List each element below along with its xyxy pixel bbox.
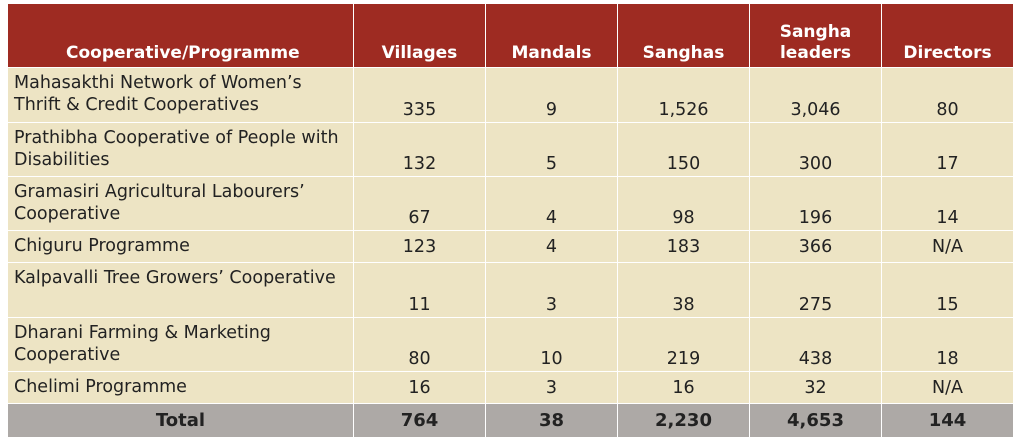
row-directors: 18 bbox=[881, 317, 1014, 372]
row-sangha-leaders: 438 bbox=[749, 317, 882, 372]
row-cooperative-name: Kalpavalli Tree Growers’ Cooperative bbox=[7, 262, 354, 318]
cooperatives-table: Cooperative/Programme Villages Mandals S… bbox=[7, 3, 1014, 438]
row-villages: 11 bbox=[353, 262, 486, 318]
row-directors: 17 bbox=[881, 122, 1014, 177]
header-mandals: Mandals bbox=[485, 3, 618, 68]
row-sangha-leaders: 3,046 bbox=[749, 67, 882, 123]
row-cooperative-name: Chelimi Programme bbox=[7, 371, 354, 404]
row-mandals: 4 bbox=[485, 176, 618, 231]
row-sangha-leaders: 366 bbox=[749, 230, 882, 263]
table-row: Prathibha Cooperative of People with Dis… bbox=[7, 122, 1014, 177]
table-row: Chelimi Programme 16 3 16 32 N/A bbox=[7, 371, 1014, 404]
row-sanghas: 150 bbox=[617, 122, 750, 177]
header-row: Cooperative/Programme Villages Mandals S… bbox=[7, 3, 1014, 68]
row-cooperative-name: Dharani Farming & Marketing Cooperative bbox=[7, 317, 354, 372]
row-directors: N/A bbox=[881, 371, 1014, 404]
table-row: Mahasakthi Network of Women’s Thrift & C… bbox=[7, 67, 1014, 123]
table-row: Gramasiri Agricultural Labourers’ Cooper… bbox=[7, 176, 1014, 231]
header-cooperative: Cooperative/Programme bbox=[7, 3, 354, 68]
row-sanghas: 219 bbox=[617, 317, 750, 372]
row-villages: 132 bbox=[353, 122, 486, 177]
header-sangha-leaders: Sangha leaders bbox=[749, 3, 882, 68]
row-sanghas: 98 bbox=[617, 176, 750, 231]
row-sanghas: 1,526 bbox=[617, 67, 750, 123]
row-cooperative-name: Prathibha Cooperative of People with Dis… bbox=[7, 122, 354, 177]
row-villages: 67 bbox=[353, 176, 486, 231]
table-row: Dharani Farming & Marketing Cooperative … bbox=[7, 317, 1014, 372]
row-directors: 80 bbox=[881, 67, 1014, 123]
total-row: Total 764 38 2,230 4,653 144 bbox=[7, 403, 1014, 438]
table-row: Chiguru Programme 123 4 183 366 N/A bbox=[7, 230, 1014, 263]
header-villages: Villages bbox=[353, 3, 486, 68]
header-sangha-leaders-line1: Sangha bbox=[779, 22, 852, 42]
row-cooperative-name: Mahasakthi Network of Women’s Thrift & C… bbox=[7, 67, 354, 123]
row-cooperative-name: Chiguru Programme bbox=[7, 230, 354, 263]
row-villages: 16 bbox=[353, 371, 486, 404]
row-villages: 335 bbox=[353, 67, 486, 123]
header-directors: Directors bbox=[881, 3, 1014, 68]
total-sanghas: 2,230 bbox=[617, 403, 750, 438]
row-sanghas: 16 bbox=[617, 371, 750, 404]
row-mandals: 5 bbox=[485, 122, 618, 177]
total-mandals: 38 bbox=[485, 403, 618, 438]
row-sanghas: 38 bbox=[617, 262, 750, 318]
row-mandals: 4 bbox=[485, 230, 618, 263]
header-sangha-leaders-line2: leaders bbox=[779, 43, 852, 63]
total-sangha-leaders: 4,653 bbox=[749, 403, 882, 438]
row-sangha-leaders: 300 bbox=[749, 122, 882, 177]
row-mandals: 9 bbox=[485, 67, 618, 123]
total-directors: 144 bbox=[881, 403, 1014, 438]
row-mandals: 3 bbox=[485, 262, 618, 318]
row-mandals: 10 bbox=[485, 317, 618, 372]
row-mandals: 3 bbox=[485, 371, 618, 404]
row-sanghas: 183 bbox=[617, 230, 750, 263]
row-sangha-leaders: 196 bbox=[749, 176, 882, 231]
row-sangha-leaders: 32 bbox=[749, 371, 882, 404]
row-directors: N/A bbox=[881, 230, 1014, 263]
row-villages: 123 bbox=[353, 230, 486, 263]
header-sanghas: Sanghas bbox=[617, 3, 750, 68]
row-sangha-leaders: 275 bbox=[749, 262, 882, 318]
table-row: Kalpavalli Tree Growers’ Cooperative 11 … bbox=[7, 262, 1014, 318]
row-directors: 14 bbox=[881, 176, 1014, 231]
row-villages: 80 bbox=[353, 317, 486, 372]
row-directors: 15 bbox=[881, 262, 1014, 318]
row-cooperative-name: Gramasiri Agricultural Labourers’ Cooper… bbox=[7, 176, 354, 231]
total-villages: 764 bbox=[353, 403, 486, 438]
total-label: Total bbox=[7, 403, 354, 438]
